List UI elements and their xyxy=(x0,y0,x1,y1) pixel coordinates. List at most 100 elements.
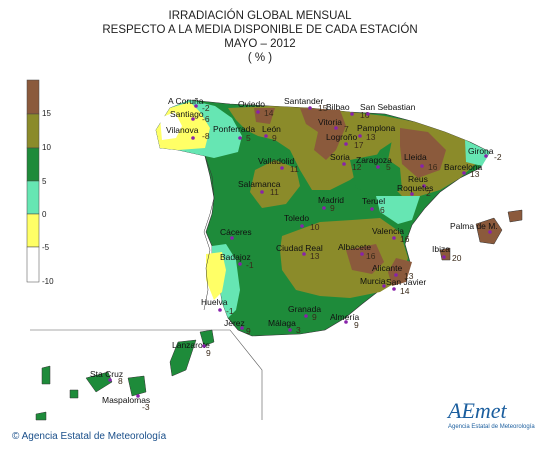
station-value: 5 xyxy=(246,133,251,143)
station-value: 13 xyxy=(310,251,320,261)
station-value: -2 xyxy=(202,103,210,113)
station-value: 9 xyxy=(246,326,251,336)
station-value: 14 xyxy=(264,108,274,118)
station-name: Soria xyxy=(330,152,350,162)
aemet-logo: AEmet Agencia Estatal de Meteorología xyxy=(448,398,535,430)
station-name: Ibiza xyxy=(432,244,450,254)
station-value: 20 xyxy=(452,253,462,263)
station-name: Barcelona xyxy=(444,162,483,172)
station-value: 9 xyxy=(312,312,317,322)
map-title-line4: ( % ) xyxy=(247,52,273,64)
station-value: -1 xyxy=(226,306,234,316)
station-name: Ponferrada xyxy=(213,124,255,134)
station-value: -8 xyxy=(202,131,210,141)
station-name: Lleida xyxy=(404,152,427,162)
station-value: 11 xyxy=(270,187,279,197)
station-value: 5 xyxy=(386,162,391,172)
legend-tick-15: 15 xyxy=(42,109,51,118)
station-value: 13 xyxy=(366,132,376,142)
legend-tick-minus10: -10 xyxy=(42,277,54,286)
east-cyan xyxy=(376,196,420,224)
portugal-border xyxy=(203,155,215,311)
station-value: -2 xyxy=(494,152,502,162)
canary-inset-line xyxy=(30,329,263,420)
station-value: 11 xyxy=(290,164,299,174)
station-name: Sta Cruz xyxy=(90,369,123,379)
station-name: San Sebastian xyxy=(360,102,416,112)
station-value: -1 xyxy=(246,260,254,270)
legend-tick-10: 10 xyxy=(42,143,51,152)
station-name: Logroño xyxy=(326,132,357,142)
station-name: Pamplona xyxy=(357,123,396,133)
station-labels: A Coruña -2 Santiago -6 Vilanova -8 Ponf… xyxy=(90,96,502,412)
station-name: Huelva xyxy=(201,297,228,307)
station-name: Santiago xyxy=(170,109,204,119)
southwest-yellow xyxy=(206,252,226,300)
fuerteventura-island xyxy=(169,339,197,377)
station-name: Alicante xyxy=(372,263,403,273)
station-name: Zaragoza xyxy=(356,155,392,165)
station-value: 9 xyxy=(206,348,211,358)
station-name: Teruel xyxy=(362,196,385,206)
station-name: Salamanca xyxy=(238,179,281,189)
station-name: León xyxy=(262,124,281,134)
station-value: 2 xyxy=(426,188,431,198)
station-value: 10 xyxy=(310,222,320,232)
map-title-line1: IRRADIACIÓN GLOBAL MENSUAL xyxy=(168,10,352,22)
central-olive xyxy=(250,160,300,208)
station-name: Madrid xyxy=(318,195,344,205)
station-value: 15 xyxy=(318,103,328,113)
northeast-brown xyxy=(400,128,446,178)
station-value: 9 xyxy=(330,203,335,213)
station-name: Bilbao xyxy=(326,102,350,112)
station-name: Almería xyxy=(330,312,360,322)
station-value: 17 xyxy=(354,140,364,150)
station-name: Albacete xyxy=(338,242,371,252)
station-name: Vitoria xyxy=(318,117,342,127)
legend-tick-0: 0 xyxy=(42,210,47,219)
galicia-white xyxy=(160,112,182,140)
girona-cyan xyxy=(465,140,490,166)
station-value: 9 xyxy=(272,133,277,143)
station-name: Ciudad Real xyxy=(276,243,323,253)
station-name: Badajoz xyxy=(220,252,251,262)
station-value: 6 xyxy=(380,205,385,215)
station-name: Reus xyxy=(408,174,428,184)
station-value: 9 xyxy=(354,320,359,330)
station-name: Roquetes xyxy=(397,183,433,193)
station-value: 12 xyxy=(352,162,362,172)
station-name: Murcia xyxy=(360,276,386,286)
station-value: 8 xyxy=(118,376,123,386)
station-name: Palma de M. xyxy=(450,221,498,231)
southeast-olive xyxy=(280,218,408,298)
el-hierro-island xyxy=(35,411,47,421)
station-name: Lanzarote xyxy=(172,340,210,350)
station-value: 14 xyxy=(400,286,410,296)
legend-tick-5: 5 xyxy=(42,177,47,186)
station-value: 13 xyxy=(470,169,480,179)
station-name: Valladolid xyxy=(258,156,295,166)
station-value: -6 xyxy=(202,114,210,124)
menorca-island xyxy=(507,209,523,223)
ebro-green-valley xyxy=(350,154,402,196)
station-name: Oviedo xyxy=(238,99,265,109)
station-name: San Javier xyxy=(386,277,426,287)
station-name: Girona xyxy=(468,146,494,156)
gran-canaria-island xyxy=(127,375,147,397)
station-name: Cáceres xyxy=(220,227,252,237)
station-value: -3 xyxy=(142,402,150,412)
alicante-brown xyxy=(388,258,412,286)
station-name: Maspalomas xyxy=(102,395,150,405)
albacete-brown xyxy=(346,244,384,274)
station-name: Valencia xyxy=(372,226,404,236)
la-gomera-island xyxy=(69,389,79,399)
station-name: Jerez xyxy=(224,318,245,328)
station-name: Málaga xyxy=(268,318,296,328)
station-value: 13 xyxy=(404,271,414,281)
station-value: 16 xyxy=(428,162,438,172)
station-value: 7 xyxy=(344,124,349,134)
map-title-line2: RESPECTO A LA MEDIA DISPONIBLE DE CADA E… xyxy=(102,24,418,36)
station-value: 16 xyxy=(360,110,370,120)
tenerife-island xyxy=(85,371,113,393)
